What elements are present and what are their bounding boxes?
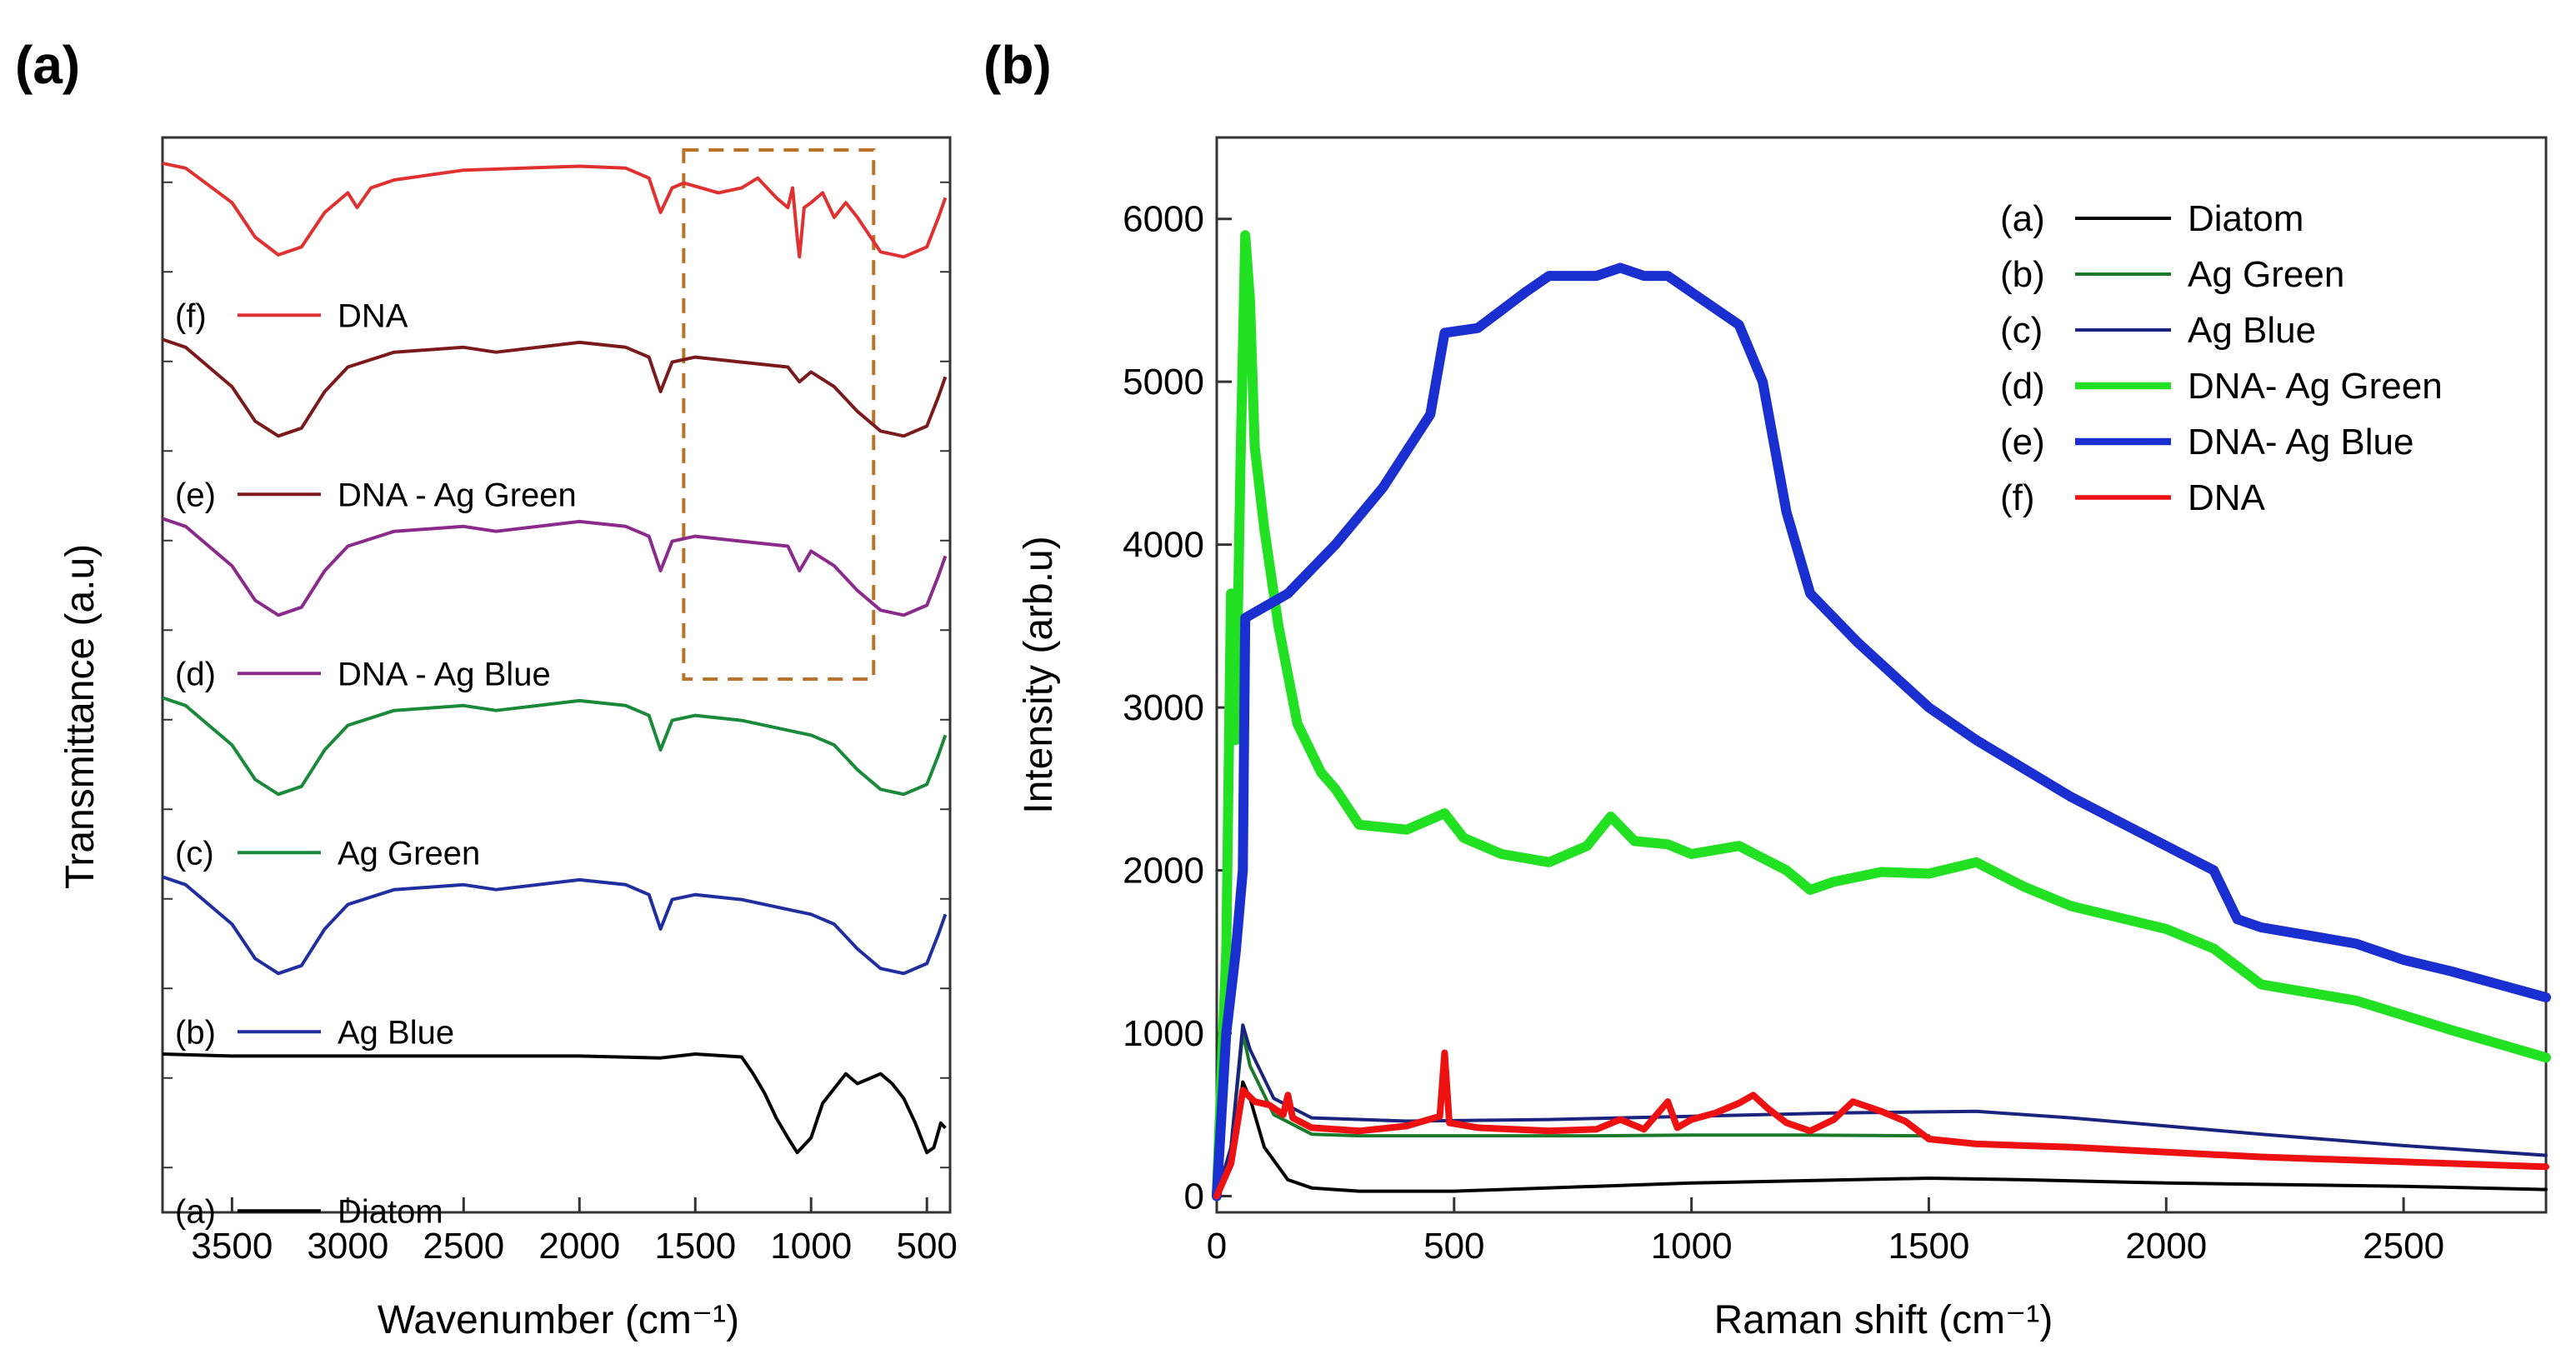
raman-x-tick-label: 500 <box>1423 1226 1484 1267</box>
raman-panel: 0 500 1000 1500 2000 2500 0 1000 2000 3000 4000 500… <box>1017 136 2551 1342</box>
raman-legend: (a) Diatom (b) Ag Green (c) Ag Blue (d) DNA- Ag… <box>2000 198 2443 518</box>
ftir-series-tag: (c) <box>175 835 214 872</box>
ftir-inline-labels: (f) DNA (e) DNA - Ag Green (d) DNA - Ag Blue (… <box>175 297 577 1230</box>
legend-series-name: Ag Green <box>2188 254 2344 295</box>
ftir-series-tag: (a) <box>175 1193 216 1230</box>
raman-series <box>1212 230 2551 1202</box>
ftir-series-ag-blue-line <box>162 875 948 976</box>
raman-x-axis-title: Raman shift (cm⁻¹) <box>1714 1298 2053 1342</box>
raman-series-diatom-line <box>1215 1080 2548 1198</box>
legend-series-name: DNA- Ag Green <box>2188 366 2443 407</box>
ftir-y-axis-title: Transmittance (a.u) <box>58 544 103 889</box>
ftir-x-tick-label: 2000 <box>538 1226 620 1267</box>
raman-ticks: 0 500 1000 1500 2000 2500 0 1000 2000 3000 4000 500… <box>1123 199 2444 1267</box>
ftir-series-name: Ag Blue <box>338 1014 454 1051</box>
raman-x-tick-label: 1000 <box>1651 1226 1733 1267</box>
panel-label-b: (b) <box>983 35 1052 95</box>
legend-series-tag: (c) <box>2000 310 2043 351</box>
legend-series-name: Diatom <box>2188 198 2303 239</box>
ftir-x-tick-label: 2500 <box>423 1226 504 1267</box>
raman-x-tick-label: 2000 <box>2125 1226 2207 1267</box>
ftir-series-name: Diatom <box>338 1193 443 1230</box>
ftir-plot-frame <box>161 136 952 1214</box>
ftir-x-tick-label: 1000 <box>770 1226 852 1267</box>
ftir-series-dna-line <box>162 161 948 259</box>
raman-y-tick-label: 1000 <box>1123 1013 1204 1054</box>
legend-series-tag: (b) <box>2000 254 2045 295</box>
raman-y-axis-title: Intensity (arb.u) <box>1017 536 1061 813</box>
legend-series-tag: (f) <box>2000 477 2035 518</box>
raman-plot-frame <box>1215 136 2548 1214</box>
ftir-x-ticks: 3500 3000 2500 2000 1500 1000 500 <box>163 181 958 1267</box>
ftir-series-name: Ag Green <box>338 835 480 872</box>
ftir-series-name: DNA - Ag Green <box>338 477 577 513</box>
ftir-series-ag-green-line <box>162 696 948 797</box>
legend-series-name: DNA <box>2188 477 2266 518</box>
legend-series-name: Ag Blue <box>2188 310 2316 351</box>
raman-series-dna-line <box>1213 1049 2549 1200</box>
legend-series-tag: (a) <box>2000 198 2045 239</box>
ftir-series-tag: (b) <box>175 1014 216 1051</box>
raman-series-dna-ag-green-line <box>1212 230 2551 1202</box>
ftir-x-tick-label: 1500 <box>654 1226 736 1267</box>
raman-y-tick-label: 2000 <box>1123 851 1204 892</box>
legend-series-tag: (d) <box>2000 366 2045 407</box>
highlight-box <box>682 148 876 681</box>
ftir-series-dna-ag-blue-line <box>162 517 948 617</box>
panel-label-a: (a) <box>15 35 80 95</box>
ftir-series-tag: (e) <box>175 477 216 513</box>
raman-y-tick-label: 0 <box>1184 1176 1204 1217</box>
legend-series-name: DNA- Ag Blue <box>2188 422 2413 462</box>
raman-series-dna-ag-blue-line <box>1212 262 2551 1202</box>
ftir-x-tick-label: 3500 <box>191 1226 273 1267</box>
ftir-series-tag: (d) <box>175 656 216 692</box>
raman-x-tick-label: 0 <box>1207 1226 1227 1267</box>
raman-y-tick-label: 5000 <box>1123 362 1204 402</box>
ftir-x-tick-label: 500 <box>896 1226 957 1267</box>
ftir-series <box>162 161 948 1155</box>
ftir-series-dna-ag-green-line <box>162 337 948 438</box>
ftir-x-tick-label: 3000 <box>307 1226 388 1267</box>
ftir-series-name: DNA - Ag Blue <box>338 656 551 692</box>
ftir-series-diatom-line <box>162 1052 947 1155</box>
ftir-series-tag: (f) <box>175 297 207 334</box>
raman-y-tick-label: 6000 <box>1123 199 1204 240</box>
ftir-panel: 3500 3000 2500 2000 1500 1000 500 (f) DNA (e) DNA… <box>58 136 958 1342</box>
ftir-x-axis-title: Wavenumber (cm⁻¹) <box>378 1298 739 1342</box>
raman-y-tick-label: 3000 <box>1123 687 1204 728</box>
legend-series-tag: (e) <box>2000 422 2045 462</box>
raman-y-tick-label: 4000 <box>1123 525 1204 566</box>
raman-x-tick-label: 1500 <box>1888 1226 1970 1267</box>
raman-x-tick-label: 2500 <box>2363 1226 2444 1267</box>
ftir-series-name: DNA <box>338 297 408 334</box>
